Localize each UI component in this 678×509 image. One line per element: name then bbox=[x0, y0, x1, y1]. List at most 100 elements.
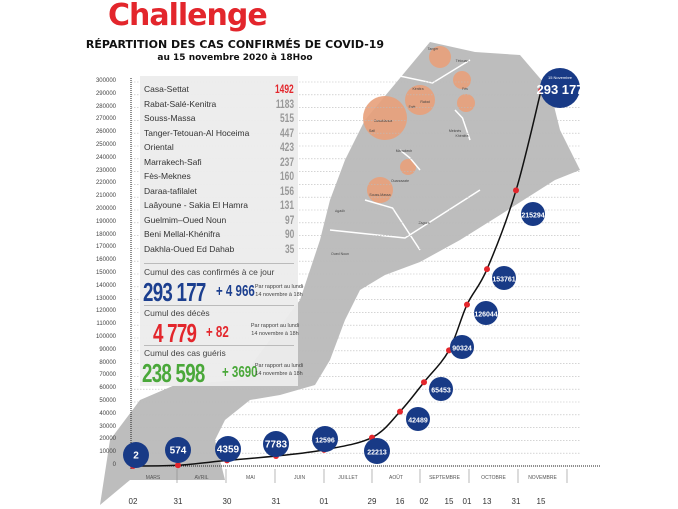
region-row: Dakhla-Oued Ed Dahab 35 bbox=[144, 241, 294, 257]
map-label: Kénitra bbox=[412, 87, 423, 91]
month-label: MARS bbox=[145, 475, 161, 481]
region-value: 447 bbox=[279, 125, 294, 140]
deaths-value: 4 779 bbox=[153, 318, 197, 348]
y-tick-label: 250000 bbox=[95, 142, 116, 148]
map-label: Oued Noun bbox=[331, 252, 349, 256]
x-tick-label: 01 bbox=[462, 497, 472, 506]
data-label: 42489 bbox=[408, 418, 428, 425]
region-bubble bbox=[367, 177, 393, 203]
y-tick-label: 100000 bbox=[95, 334, 116, 340]
value-bubble bbox=[123, 442, 149, 468]
data-label: 12596 bbox=[315, 438, 335, 445]
data-label-date: 15 Novembre bbox=[548, 75, 573, 80]
region-row: Tanger-Tetouan-Al Hoceima 447 bbox=[144, 125, 294, 141]
y-tick-label: 220000 bbox=[95, 180, 116, 187]
map-label: Meknès bbox=[449, 129, 462, 133]
y-tick-label: 150000 bbox=[95, 270, 116, 276]
region-name: Rabat-Salé-Kenitra bbox=[144, 98, 217, 109]
data-label: 215294 bbox=[521, 213, 544, 220]
note-line: 14 novembre à 18h bbox=[251, 331, 299, 337]
value-bubble bbox=[492, 266, 516, 290]
month-label: AOÛT bbox=[389, 475, 403, 481]
data-label: 574 bbox=[170, 446, 187, 457]
x-tick-label: 16 bbox=[395, 497, 405, 506]
note-line: 14 novembre à 18h bbox=[255, 292, 303, 298]
y-tick-label: 80000 bbox=[99, 359, 116, 366]
region-bubble bbox=[429, 46, 451, 68]
x-tick-label: 15 bbox=[536, 497, 546, 506]
y-tick-label: 200000 bbox=[95, 206, 116, 212]
region-value: 515 bbox=[279, 111, 294, 125]
region-bubble bbox=[457, 94, 475, 112]
region-border bbox=[329, 189, 481, 239]
month-label: MAI bbox=[246, 475, 255, 481]
region-row: Oriental 423 bbox=[144, 140, 294, 155]
note-line: 14 novembre à 18h bbox=[255, 371, 303, 377]
month-label: SEPTEMBRE bbox=[429, 475, 460, 481]
region-name: Casa-Settat bbox=[144, 84, 189, 94]
map-label: Rabat bbox=[420, 100, 429, 104]
region-bubble bbox=[363, 96, 407, 140]
data-label: 65453 bbox=[431, 388, 451, 395]
y-tick-label: 60000 bbox=[99, 385, 116, 392]
regions-panel: Casa-Settat 1492 Rabat-Salé-Kenitra 1183 Sou… bbox=[140, 76, 303, 388]
confirmed-value: 293 177 bbox=[143, 277, 206, 307]
region-value: 35 bbox=[284, 241, 294, 256]
region-value: 1492 bbox=[275, 82, 294, 96]
y-tick-label: 280000 bbox=[95, 103, 116, 110]
region-value: 1183 bbox=[275, 96, 294, 111]
region-name: Oriental bbox=[144, 142, 174, 152]
data-label: 126044 bbox=[474, 312, 497, 319]
recovered-delta: + 3690 bbox=[222, 364, 258, 381]
y-tick-label: 290000 bbox=[95, 90, 116, 97]
divider bbox=[144, 345, 294, 346]
confirmed-label: Cumul des cas confirmés à ce jour bbox=[144, 267, 275, 277]
y-tick-label: 160000 bbox=[95, 257, 116, 264]
value-bubble bbox=[406, 407, 430, 431]
y-tick-label: 70000 bbox=[99, 372, 116, 379]
y-tick-label: 20000 bbox=[99, 436, 116, 443]
region-border bbox=[364, 199, 421, 251]
map-label: Agadir bbox=[335, 209, 346, 213]
y-tick-label: 300000 bbox=[95, 78, 116, 84]
region-row: Casa-Settat 1492 bbox=[144, 82, 294, 97]
data-point bbox=[421, 379, 427, 386]
map-label: Tétouan bbox=[456, 59, 469, 63]
data-label: 293 177 bbox=[537, 82, 584, 97]
region-border bbox=[454, 109, 471, 141]
region-value: 160 bbox=[279, 169, 294, 183]
map-label: Souss-Massa bbox=[369, 193, 390, 197]
recovered-note: Par rapport au lundi 14 novembre à 18h bbox=[252, 362, 306, 378]
y-tick-label: 230000 bbox=[95, 167, 116, 174]
map-label: Ouarzazate bbox=[391, 179, 409, 183]
region-row: Marrakech-Safi 237 bbox=[144, 155, 294, 170]
y-tick-label: 190000 bbox=[95, 218, 116, 225]
region-border bbox=[394, 59, 471, 84]
month-label: AVRIL bbox=[194, 475, 209, 481]
note-line: Par rapport au lundi bbox=[250, 323, 300, 329]
logo: Challenge bbox=[108, 0, 268, 33]
map-label: Salé bbox=[408, 105, 415, 109]
recovered-label: Cumul des cas guéris bbox=[144, 348, 226, 358]
region-value: 97 bbox=[284, 212, 294, 227]
region-row: Souss-Massa 515 bbox=[144, 111, 294, 126]
region-value: 423 bbox=[279, 140, 294, 154]
note-line: Par rapport au lundi bbox=[254, 284, 304, 290]
y-tick-label: 170000 bbox=[95, 244, 116, 251]
x-tick-label: 31 bbox=[511, 497, 521, 506]
y-tick-label: 130000 bbox=[95, 295, 116, 302]
region-name: Beni Mellal-Khénifra bbox=[144, 229, 221, 239]
region-border bbox=[399, 149, 421, 171]
y-tick-label: 90000 bbox=[99, 346, 116, 353]
y-tick-label: 140000 bbox=[95, 282, 116, 289]
map-label: Fès bbox=[462, 87, 468, 91]
value-bubble bbox=[364, 438, 390, 464]
data-label: 2 bbox=[133, 451, 139, 462]
page-subtitle: au 15 novembre 2020 à 18Hoo bbox=[157, 53, 313, 63]
map-label: Tanger bbox=[428, 47, 440, 51]
region-row: Beni Mellal-Khénifra 90 bbox=[144, 227, 294, 242]
y-tick-label: 0 bbox=[112, 462, 116, 468]
x-tick-label: 02 bbox=[419, 497, 429, 506]
region-bubble bbox=[405, 85, 435, 115]
